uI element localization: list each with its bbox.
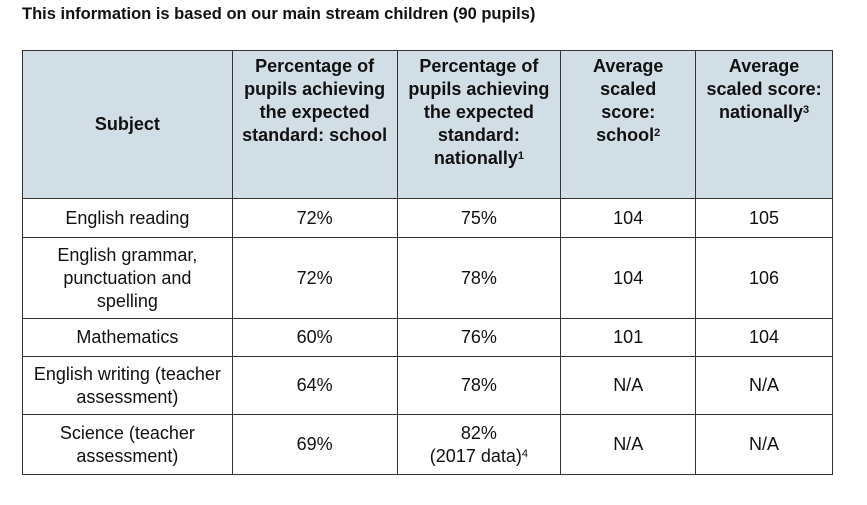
school-pct-cell: 72% — [231, 198, 398, 238]
national-pct-cell: 78% — [396, 237, 562, 319]
table-row: Science (teacher assessment) 69% 82% (201… — [22, 414, 833, 475]
header-school-pct: Percentage of pupils achieving the expec… — [231, 50, 398, 199]
school-score-cell: 104 — [560, 198, 697, 238]
national-score-cell: N/A — [695, 414, 833, 475]
header-subject: Subject — [22, 50, 233, 199]
header-school-score: Average scaled score: school2 — [560, 50, 697, 199]
school-pct-cell: 64% — [231, 356, 398, 415]
table-row: English grammar, punctuation and spellin… — [22, 237, 833, 319]
national-pct-note: (2017 data)4 — [429, 445, 528, 466]
school-score-cell: N/A — [560, 356, 697, 415]
subject-cell: English grammar, punctuation and spellin… — [22, 237, 233, 319]
national-score-cell: 105 — [695, 198, 833, 238]
national-pct-cell: 78% — [396, 356, 562, 415]
school-score-cell: N/A — [560, 414, 697, 475]
school-pct-cell: 72% — [231, 237, 398, 319]
header-row: Subject Percentage of pupils achieving t… — [22, 50, 833, 199]
national-score-cell: 106 — [695, 237, 833, 319]
page-title: This information is based on our main st… — [22, 5, 536, 23]
national-pct-cell: 75% — [396, 198, 562, 238]
national-pct-cell: 82% (2017 data)4 — [396, 414, 562, 475]
school-score-cell: 104 — [560, 237, 697, 319]
school-score-cell: 101 — [560, 318, 697, 357]
national-pct-cell: 76% — [396, 318, 562, 357]
header-national-pct: Percentage of pupils achieving the expec… — [396, 50, 562, 199]
subject-cell: English writing (teacher assessment) — [22, 356, 233, 415]
national-score-cell: N/A — [695, 356, 833, 415]
subject-cell: Science (teacher assessment) — [22, 414, 233, 475]
school-pct-cell: 60% — [231, 318, 398, 357]
national-pct-value: 82% — [460, 422, 497, 443]
header-national-score: Average scaled score: nationally3 — [695, 50, 833, 199]
table-row: English reading 72% 75% 104 105 — [22, 198, 833, 238]
table-row: Mathematics 60% 76% 101 104 — [22, 318, 833, 357]
national-score-cell: 104 — [695, 318, 833, 357]
school-pct-cell: 69% — [231, 414, 398, 475]
subject-cell: English reading — [22, 198, 233, 238]
results-table: Subject Percentage of pupils achieving t… — [22, 50, 833, 475]
table-row: English writing (teacher assessment) 64%… — [22, 356, 833, 415]
subject-cell: Mathematics — [22, 318, 233, 357]
